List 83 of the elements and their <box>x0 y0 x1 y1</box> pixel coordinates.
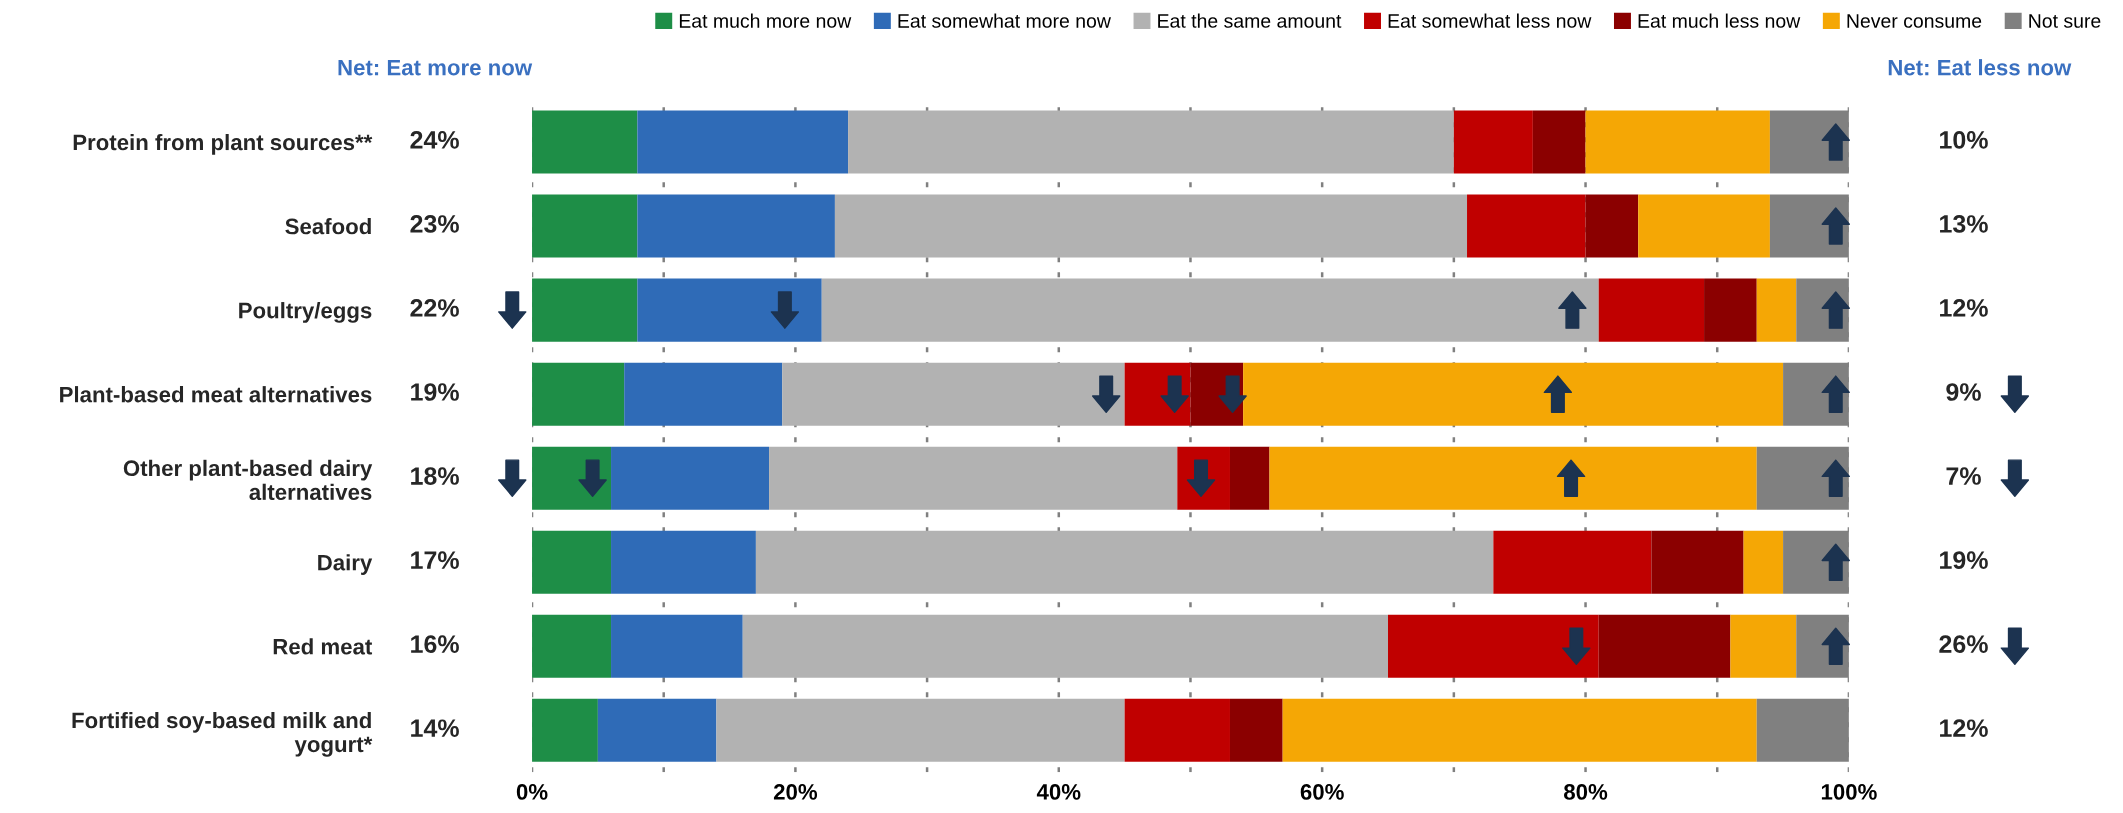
bar <box>532 110 638 174</box>
x-tick-label: 100% <box>1821 784 1877 800</box>
bar <box>1598 278 1705 342</box>
bar <box>1493 530 1652 594</box>
x-tick-label: 60% <box>1300 784 1344 800</box>
bar <box>1269 446 1757 510</box>
bar <box>624 362 783 426</box>
text: 18% <box>411 467 459 485</box>
x-tick-label: 80% <box>1564 784 1608 800</box>
text: 26% <box>1939 635 1988 653</box>
bar <box>611 530 756 594</box>
text: 7% <box>1946 467 1981 485</box>
bar <box>1756 278 1797 342</box>
x-tick-label: 40% <box>1036 784 1081 800</box>
x-tick-label: 0% <box>516 784 548 800</box>
y-tick-label: Seafood <box>285 218 371 235</box>
text: 13% <box>1940 215 1988 233</box>
x-tick-label: 20% <box>773 784 818 800</box>
bar <box>532 278 638 342</box>
y-tick-label: Fortified soy-based milk and yogurt* <box>72 711 373 757</box>
bar <box>611 446 770 510</box>
bar <box>532 362 625 426</box>
bar <box>1282 698 1757 762</box>
text: 24% <box>410 131 459 149</box>
bar <box>1638 194 1770 258</box>
text: 9% <box>1946 383 1981 401</box>
bar <box>782 362 1125 426</box>
bar <box>1532 110 1586 174</box>
bar <box>1467 194 1586 258</box>
bar <box>532 194 638 258</box>
bar <box>1756 698 1849 762</box>
bar <box>611 614 743 678</box>
bar <box>821 278 1599 342</box>
text: 23% <box>410 215 459 233</box>
bar <box>1388 614 1599 678</box>
bar <box>848 110 1454 174</box>
bar <box>834 194 1468 258</box>
bar <box>1704 278 1757 342</box>
y-tick-label: Other plant-based dairy alternatives <box>123 459 373 501</box>
legend-label: Eat somewhat less now <box>1388 13 1592 28</box>
bar <box>1730 614 1797 678</box>
legend-label: Not sure <box>2029 14 2101 28</box>
text: 16% <box>411 635 459 653</box>
text: 19% <box>1940 551 1988 569</box>
bar <box>742 614 1389 678</box>
text: Net: Eat less now <box>1888 59 2072 76</box>
bar <box>1585 110 1770 174</box>
bar <box>637 194 835 258</box>
bar <box>769 446 1178 510</box>
bar <box>755 530 1494 594</box>
bar <box>1743 530 1784 594</box>
bar <box>637 110 849 174</box>
text: Net: Eat more now <box>338 59 533 76</box>
text: 17% <box>411 551 459 569</box>
y-tick-label: Plant-based meat alternatives <box>60 386 372 403</box>
text: 10% <box>1940 131 1988 149</box>
bar <box>1229 446 1270 510</box>
bar <box>1453 110 1533 174</box>
legend-label: Eat much more now <box>679 13 852 28</box>
text: 12% <box>1940 299 1988 317</box>
y-tick-label: Protein from plant sources** <box>73 133 373 155</box>
text: 14% <box>411 719 459 737</box>
legend-label: Never consume <box>1847 14 1982 28</box>
bar <box>1229 698 1283 762</box>
bar <box>1585 194 1639 258</box>
legend-label: Eat the same amount <box>1158 13 1342 28</box>
bar <box>532 614 612 678</box>
bar <box>597 698 717 762</box>
bar <box>1651 530 1744 594</box>
bar <box>1598 614 1731 678</box>
bar <box>532 530 612 594</box>
bar <box>1124 698 1230 762</box>
text: 19% <box>411 383 459 401</box>
y-tick-label: Poultry/eggs <box>239 302 372 323</box>
legend-label: Eat much less now <box>1638 13 1801 28</box>
text: 22% <box>410 299 459 317</box>
bar <box>716 698 1125 762</box>
y-tick-label: Dairy <box>318 554 373 575</box>
legend-label: Eat somewhat more now <box>898 13 1111 28</box>
y-tick-label: Red meat <box>273 638 373 655</box>
text: 12% <box>1940 719 1988 737</box>
bar <box>532 698 598 762</box>
bar <box>637 278 822 342</box>
